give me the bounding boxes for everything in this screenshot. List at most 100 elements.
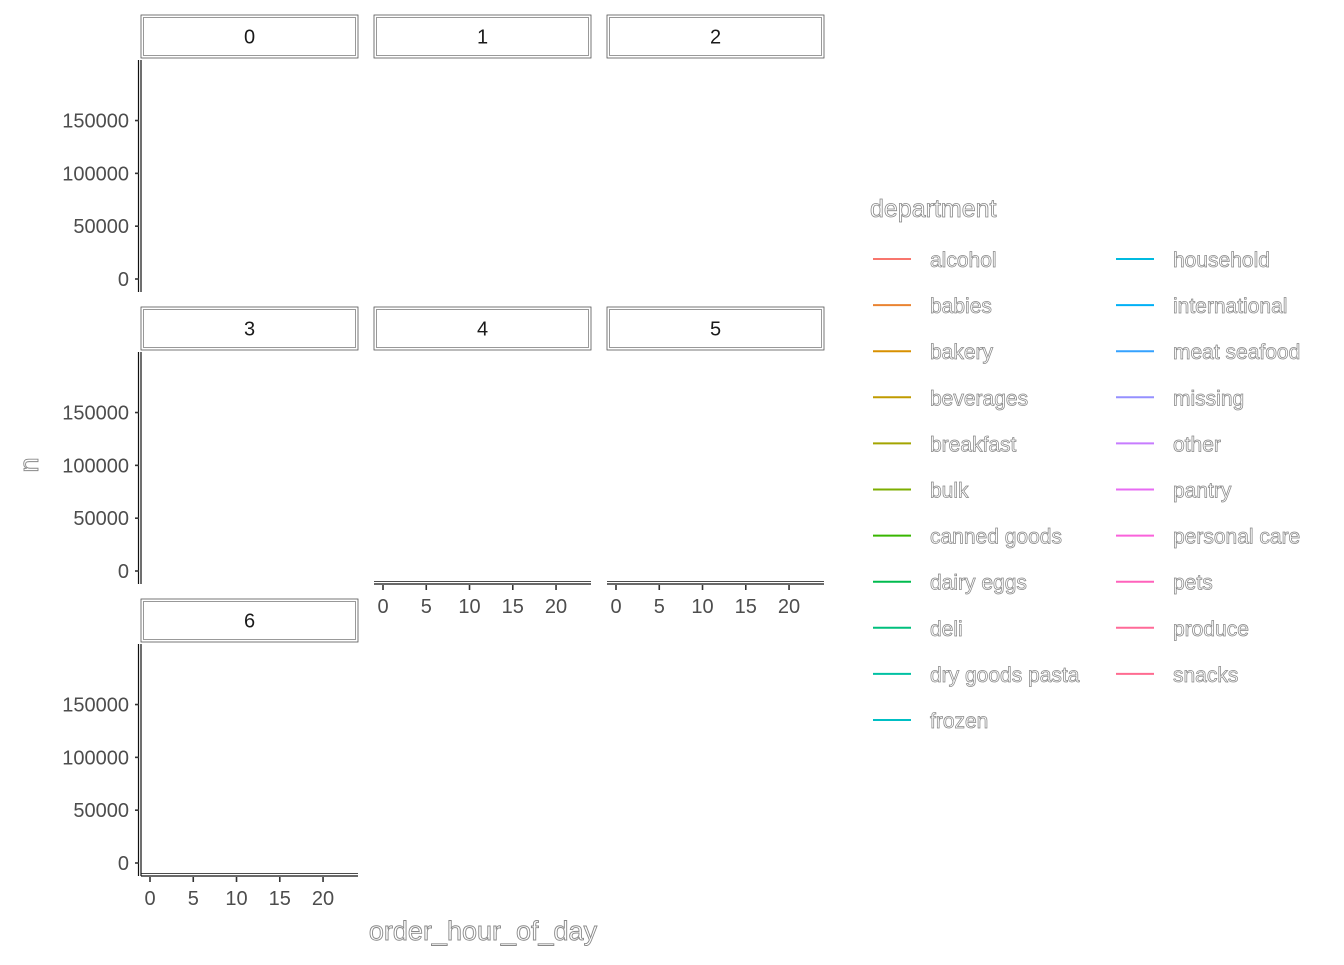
legend-label: other (1173, 433, 1221, 456)
facet-panel-2: 2 (606, 14, 825, 59)
legend-item: other (1116, 433, 1221, 457)
facet-strip (373, 306, 592, 351)
legend-item: deli (873, 617, 963, 641)
legend-label: alcohol (930, 249, 997, 272)
legend-title: department (870, 195, 997, 223)
x-tick-label: 5 (188, 888, 199, 910)
y-tick-label: 150000 (62, 403, 129, 425)
facet-strip-inner (143, 17, 356, 56)
y-tick-label: 100000 (62, 163, 129, 185)
legend-item: breakfast (873, 433, 1017, 457)
facet-strip (140, 598, 359, 643)
facet-strip-label: 4 (477, 319, 488, 341)
legend-item: pantry (1116, 479, 1232, 503)
facet-panel-0: 0 0 50000 100000 150000 (62, 14, 359, 292)
y-tick-label: 0 (118, 561, 129, 583)
x-tick-label: 5 (421, 596, 432, 618)
legend-label: meat seafood (1173, 341, 1300, 364)
legend-label: snacks (1173, 664, 1238, 687)
y-tick-label: 50000 (73, 800, 129, 822)
legend-entries: alcohol babies bakery beverages breakfast bul… (873, 249, 1301, 733)
facet-panel-5: 5 0 5 10 15 20 (606, 306, 825, 618)
facet-strip (606, 14, 825, 59)
legend-item: bulk (873, 479, 969, 503)
facet-strip-label: 0 (244, 27, 255, 49)
facet-panel-3: 3 0 50000 100000 150000 (62, 306, 359, 584)
y-tick-label: 50000 (73, 508, 129, 530)
legend-item: dry goods pasta (873, 664, 1080, 687)
y-tick-label: 100000 (62, 455, 129, 477)
facet-strip-inner (376, 17, 589, 56)
legend-label: international (1173, 295, 1287, 318)
legend-label: dairy eggs (930, 572, 1027, 595)
legend-label: deli (930, 618, 963, 641)
legend-label: bulk (930, 480, 969, 503)
legend-label: babies (930, 295, 992, 318)
facet-strip-inner (376, 309, 589, 348)
legend-label: household (1173, 249, 1270, 272)
facet-strip-label: 1 (477, 27, 488, 49)
facet-panel-1: 1 (373, 14, 592, 59)
legend-item: household (1116, 249, 1270, 272)
legend-label: pets (1173, 572, 1213, 595)
x-tick-label: 15 (269, 888, 291, 910)
facet-strip (140, 14, 359, 59)
facet-panel-4: 4 0 5 10 15 20 (373, 306, 592, 618)
legend-item: bakery (873, 341, 994, 365)
legend-item: missing (1116, 387, 1245, 411)
facet-strip-label: 5 (710, 319, 721, 341)
legend-item: frozen (873, 710, 989, 733)
x-tick-label: 0 (144, 888, 155, 910)
x-tick-label: 10 (691, 596, 713, 618)
x-tick-label: 5 (654, 596, 665, 618)
legend-label: pantry (1173, 480, 1232, 503)
x-tick-label: 20 (778, 596, 800, 618)
x-axis-title: order_hour_of_day (369, 916, 598, 946)
facet-strip-label: 2 (710, 27, 721, 49)
facet-strip-label: 3 (244, 319, 255, 341)
y-axis-title: n (14, 457, 44, 472)
x-tick-label: 10 (458, 596, 480, 618)
facet-panel-6: 6 0 50000 100000 150000 0 5 10 15 20 (62, 598, 359, 910)
x-tick-label: 20 (312, 888, 334, 910)
legend-label: frozen (930, 710, 988, 733)
legend-item: snacks (1116, 664, 1239, 687)
y-tick-label: 50000 (73, 216, 129, 238)
legend-label: personal care (1173, 526, 1300, 549)
legend-label: bakery (930, 341, 994, 364)
legend-label: breakfast (930, 433, 1017, 456)
legend-item: canned goods (873, 525, 1062, 549)
x-tick-label: 0 (377, 596, 388, 618)
legend-label: dry goods pasta (930, 664, 1080, 687)
legend-item: pets (1116, 571, 1213, 595)
legend-item: dairy eggs (873, 571, 1027, 595)
legend-item: produce (1116, 617, 1249, 641)
y-tick-label: 150000 (62, 695, 129, 717)
facet-strip-inner (143, 601, 356, 640)
x-tick-label: 20 (545, 596, 567, 618)
legend-item: beverages (873, 387, 1028, 411)
y-tick-label: 100000 (62, 747, 129, 769)
facet-strip (140, 306, 359, 351)
y-tick-label: 150000 (62, 111, 129, 133)
y-tick-label: 0 (118, 853, 129, 875)
legend-item: meat seafood (1116, 341, 1301, 365)
y-tick-label: 0 (118, 269, 129, 291)
facet-strip-inner (609, 17, 822, 56)
legend-label: canned goods (930, 526, 1062, 549)
legend-label: beverages (930, 387, 1028, 410)
legend-item: international (1116, 295, 1288, 318)
x-tick-label: 10 (225, 888, 247, 910)
facet-strip-inner (609, 309, 822, 348)
facet-strip-inner (143, 309, 356, 348)
x-tick-label: 15 (502, 596, 524, 618)
legend: department alcohol babies bakery beverages b… (870, 195, 1301, 734)
facet-strip (606, 306, 825, 351)
legend-item: babies (873, 295, 992, 318)
x-tick-label: 15 (735, 596, 757, 618)
x-tick-label: 0 (610, 596, 621, 618)
facet-strip (373, 14, 592, 59)
